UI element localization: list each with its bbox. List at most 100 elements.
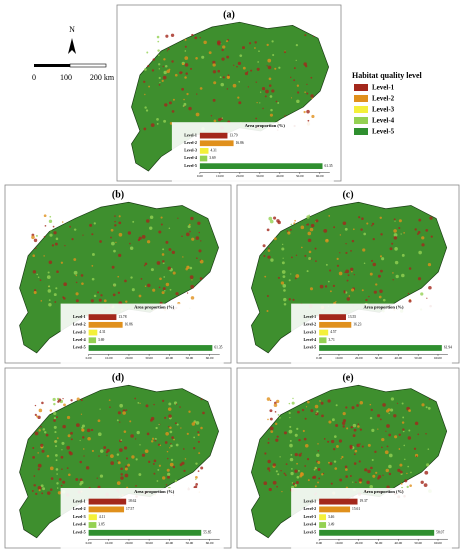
habitat-patch — [54, 242, 58, 246]
habitat-patch — [307, 231, 312, 236]
habitat-patch — [55, 454, 58, 457]
habitat-patch — [308, 257, 312, 260]
habitat-patch — [49, 488, 53, 491]
inset-tick-label: 20.00 — [125, 356, 133, 360]
habitat-patch — [330, 482, 333, 485]
inset-value-label: 13.55 — [348, 315, 356, 319]
habitat-patch — [179, 406, 181, 408]
habitat-patch — [414, 228, 417, 231]
habitat-patch — [120, 473, 123, 476]
habitat-patch — [143, 80, 146, 83]
habitat-patch — [377, 474, 382, 479]
habitat-patch — [97, 432, 102, 437]
habitat-patch — [402, 430, 405, 433]
habitat-patch — [220, 82, 224, 87]
habitat-patch — [244, 71, 249, 76]
map-panel: (c) Area proportion (%) Level-1 13.55 Level-… — [236, 184, 460, 364]
inset-category: Level-3 — [73, 329, 86, 334]
habitat-patch — [114, 224, 117, 227]
habitat-patch — [196, 93, 198, 95]
habitat-patch — [300, 225, 305, 230]
habitat-patch — [41, 447, 43, 449]
habitat-patch — [280, 281, 285, 285]
habitat-patch — [285, 463, 288, 466]
habitat-patch — [388, 472, 392, 476]
habitat-patch — [238, 80, 241, 83]
habitat-patch — [186, 292, 189, 294]
legend-swatch — [354, 95, 368, 102]
habitat-patch — [171, 60, 174, 63]
habitat-patch — [134, 397, 137, 400]
habitat-patch — [394, 435, 398, 439]
habitat-patch — [199, 277, 203, 280]
habitat-patch — [55, 287, 58, 290]
habitat-patch — [158, 63, 161, 66]
habitat-patch — [328, 420, 332, 424]
habitat-patch — [158, 76, 161, 80]
habitat-patch — [118, 253, 122, 258]
habitat-patch — [175, 292, 179, 296]
habitat-patch — [266, 397, 271, 401]
habitat-patch — [56, 416, 58, 419]
habitat-patch — [66, 445, 70, 450]
habitat-patch — [184, 458, 187, 460]
habitat-patch — [61, 449, 63, 451]
habitat-patch — [287, 231, 291, 235]
habitat-patch — [268, 487, 272, 492]
habitat-patch — [53, 402, 56, 406]
habitat-patch — [199, 259, 204, 264]
habitat-patch — [417, 277, 422, 281]
habitat-patch — [341, 421, 346, 425]
habitat-patch — [129, 242, 131, 245]
habitat-patch — [406, 472, 408, 475]
habitat-patch — [334, 435, 337, 438]
habitat-patch — [427, 407, 431, 410]
habitat-patch — [400, 233, 402, 235]
habitat-patch — [219, 76, 222, 79]
habitat-patch — [369, 272, 373, 276]
habitat-patch — [150, 268, 154, 272]
habitat-patch — [73, 228, 77, 231]
inset-tick-label: 60.00 — [434, 356, 442, 360]
habitat-patch — [300, 472, 304, 477]
habitat-patch — [119, 448, 123, 452]
inset-title: Area proportion (%) — [245, 123, 286, 128]
habitat-patch — [175, 443, 179, 447]
habitat-patch — [290, 223, 293, 226]
inset-tick-label: 30.00 — [145, 541, 153, 545]
inset-bar — [199, 140, 234, 147]
habitat-patch — [280, 469, 282, 472]
habitat-patch — [182, 256, 184, 258]
habitat-patch — [267, 65, 272, 70]
habitat-patch — [171, 436, 174, 439]
habitat-patch — [339, 478, 343, 482]
habitat-patch — [190, 67, 193, 70]
inset-value-label: 16.86 — [125, 322, 133, 326]
habitat-patch — [164, 289, 166, 292]
habitat-patch — [370, 466, 373, 470]
habitat-patch — [48, 219, 53, 224]
habitat-patch — [408, 299, 412, 303]
habitat-patch — [269, 409, 273, 413]
habitat-patch — [395, 274, 399, 279]
habitat-patch — [279, 416, 281, 419]
habitat-patch — [169, 462, 174, 467]
habitat-patch — [68, 473, 71, 477]
habitat-patch — [164, 64, 168, 68]
habitat-patch — [141, 453, 146, 457]
inset-bar — [88, 337, 97, 344]
north-label: N — [69, 25, 75, 34]
habitat-patch — [162, 399, 165, 403]
habitat-patch — [163, 119, 167, 123]
inset-value-label: 4.57 — [330, 330, 336, 334]
habitat-patch — [58, 478, 62, 481]
habitat-patch — [295, 59, 297, 62]
habitat-patch — [270, 258, 274, 262]
habitat-patch — [413, 447, 417, 451]
inset-category: Level-2 — [73, 322, 86, 327]
habitat-patch — [190, 216, 194, 221]
habitat-patch — [66, 415, 71, 420]
habitat-patch — [217, 118, 222, 122]
habitat-patch — [380, 233, 383, 236]
habitat-patch — [382, 298, 386, 302]
